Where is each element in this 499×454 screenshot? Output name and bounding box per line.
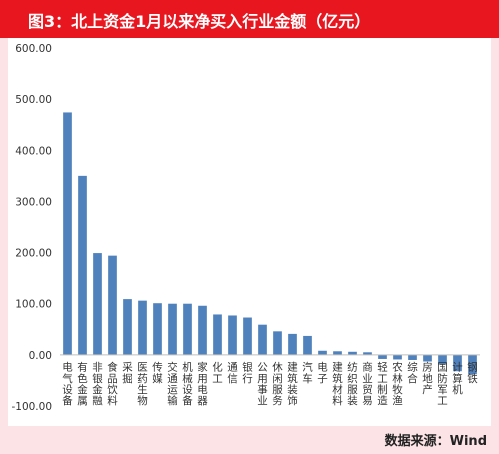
- y-tick-label: 200.00: [15, 248, 52, 260]
- x-tick-label: 有色金属: [77, 361, 88, 408]
- x-axis-labels: 电气设备有色金属非银金融食品饮料采掘医药生物传媒交通运输机械设备家用电器化工通信…: [62, 361, 478, 408]
- chart-title: 图3：北上资金1月以来净买入行业金额（亿元）: [28, 12, 371, 31]
- x-tick-label: 化工: [212, 361, 223, 385]
- y-tick-label: 600.00: [15, 43, 52, 55]
- y-tick-label: -100.00: [11, 401, 52, 413]
- bar: [228, 315, 237, 355]
- data-source-note: 数据来源：Wind: [384, 434, 487, 449]
- x-tick-label: 综合: [407, 361, 418, 385]
- x-tick-label: 房地产: [422, 361, 433, 396]
- bar: [93, 253, 102, 355]
- y-axis: 600.00 500.00 400.00 300.00 200.00 100.00 0.00…: [11, 43, 52, 413]
- x-tick-label: 计算机: [452, 361, 463, 396]
- bar: [348, 351, 357, 355]
- x-tick-label: 家用电器: [197, 361, 208, 408]
- x-tick-label: 机械设备: [182, 361, 193, 408]
- bar: [78, 175, 87, 355]
- x-tick-label: 电子: [317, 361, 328, 385]
- plot-area: 600.00 500.00 400.00 300.00 200.00 100.00 0.00…: [8, 38, 491, 426]
- x-tick-label: 交通运输: [167, 361, 178, 408]
- bar: [198, 305, 207, 355]
- x-tick-label: 建筑装饰: [287, 361, 298, 408]
- x-tick-label: 采掘: [122, 362, 133, 385]
- bar: [363, 352, 372, 355]
- bar: [273, 331, 282, 355]
- x-tick-label: 传媒: [152, 362, 163, 385]
- x-tick-label: 农林牧渔: [392, 361, 403, 408]
- y-tick-label: 0.00: [29, 350, 52, 362]
- x-tick-label: 纺织服装: [347, 361, 358, 408]
- bar: [258, 324, 267, 355]
- bar: [168, 303, 177, 355]
- bar: [378, 354, 387, 359]
- bar: [333, 351, 342, 355]
- x-tick-label: 银行: [242, 361, 253, 385]
- y-tick-label: 300.00: [15, 196, 52, 208]
- x-tick-label: 非银金融: [92, 362, 103, 408]
- x-tick-label: 食品饮料: [107, 361, 118, 408]
- bar: [213, 314, 222, 355]
- bar: [123, 299, 132, 355]
- x-tick-label: 医药生物: [137, 362, 148, 408]
- y-tick-label: 400.00: [15, 145, 52, 157]
- x-tick-label: 休闲服务: [272, 362, 283, 408]
- x-tick-label: 商业贸易: [362, 361, 373, 408]
- x-tick-label: 汽车: [302, 361, 313, 385]
- title-banner: 图3：北上资金1月以来净买入行业金额（亿元）: [0, 0, 499, 38]
- bar-chart: 600.00 500.00 400.00 300.00 200.00 100.00 0.00…: [11, 43, 480, 413]
- bar: [63, 112, 72, 355]
- bar: [108, 255, 117, 355]
- x-tick-label: 电气设备: [62, 361, 73, 408]
- bars: [63, 112, 477, 375]
- x-tick-label: 通信: [227, 362, 238, 385]
- bar: [153, 303, 162, 355]
- bar: [393, 354, 402, 360]
- bar: [288, 333, 297, 355]
- bar: [183, 303, 192, 355]
- y-tick-label: 100.00: [15, 299, 52, 311]
- bar: [138, 300, 147, 355]
- y-tick-label: 500.00: [15, 94, 52, 106]
- bar: [303, 335, 312, 355]
- bar: [423, 354, 432, 362]
- x-tick-label: 建筑材料: [332, 361, 343, 408]
- bar: [438, 354, 447, 365]
- bar: [243, 317, 252, 355]
- x-tick-label: 钢铁: [467, 361, 478, 385]
- bar: [318, 350, 327, 355]
- x-tick-label: 公用事业: [257, 362, 268, 408]
- bar: [453, 354, 462, 372]
- bar: [408, 354, 417, 360]
- bar: [468, 354, 477, 375]
- x-tick-label: 轻工制造: [377, 361, 388, 408]
- x-tick-label: 国防军工: [437, 362, 448, 408]
